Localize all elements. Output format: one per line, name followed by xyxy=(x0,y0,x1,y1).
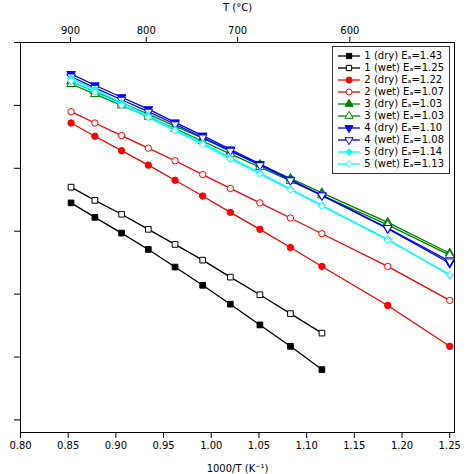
html-text:5 (wet) Eₐ=1.13: 5 (wet) Eₐ=1.13 xyxy=(364,158,444,169)
svg-text:0.85: 0.85 xyxy=(57,440,79,451)
svg-text:1.25: 1.25 xyxy=(439,440,461,451)
svg-text:0.90: 0.90 xyxy=(105,440,127,451)
html-text:2 (dry) Eₐ=1.22: 2 (dry) Eₐ=1.22 xyxy=(364,74,443,85)
svg-text:700: 700 xyxy=(228,25,247,36)
html-text:5 (dry) Eₐ=1.14: 5 (dry) Eₐ=1.14 xyxy=(364,146,443,157)
svg-text:1.20: 1.20 xyxy=(391,440,413,451)
svg-text:T (°C): T (°C) xyxy=(222,2,252,13)
svg-text:1000/T (K⁻¹): 1000/T (K⁻¹) xyxy=(207,463,269,474)
html-text:1 (dry) Eₐ=1.43: 1 (dry) Eₐ=1.43 xyxy=(364,50,443,61)
html-text:1 (wet) Eₐ=1.25: 1 (wet) Eₐ=1.25 xyxy=(364,62,444,73)
svg-text:1.05: 1.05 xyxy=(248,440,270,451)
svg-text:800: 800 xyxy=(137,25,156,36)
svg-text:0.80: 0.80 xyxy=(9,440,31,451)
svg-text:0.95: 0.95 xyxy=(152,440,174,451)
svg-text:600: 600 xyxy=(340,25,359,36)
html-text:2 (wet) Eₐ=1.07: 2 (wet) Eₐ=1.07 xyxy=(364,86,444,97)
svg-text:900: 900 xyxy=(61,25,80,36)
html-text:4 (dry) Eₐ=1.10: 4 (dry) Eₐ=1.10 xyxy=(364,122,443,133)
html-text:3 (wet) Eₐ=1.03: 3 (wet) Eₐ=1.03 xyxy=(364,110,444,121)
svg-text:1.00: 1.00 xyxy=(200,440,222,451)
svg-text:1.10: 1.10 xyxy=(296,440,318,451)
svg-text:1.15: 1.15 xyxy=(343,440,365,451)
html-text:3 (dry) Eₐ=1.03: 3 (dry) Eₐ=1.03 xyxy=(364,98,443,109)
html-text:4 (wet) Eₐ=1.08: 4 (wet) Eₐ=1.08 xyxy=(364,134,444,145)
